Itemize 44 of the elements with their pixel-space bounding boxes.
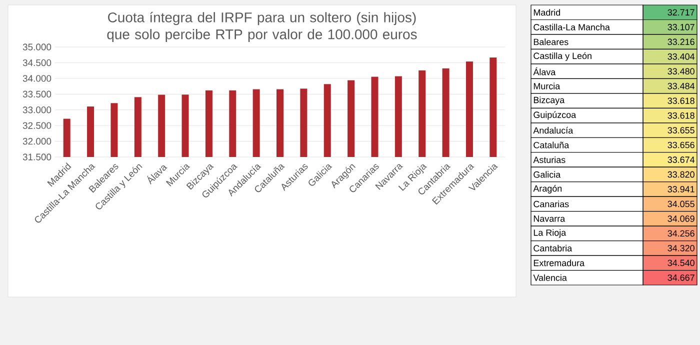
y-tick-label: La Rioja xyxy=(534,229,566,238)
y-tick-label: 31.500 xyxy=(22,154,52,160)
data-label: 34.069 xyxy=(668,216,694,222)
data-label: 33.655 xyxy=(668,127,694,134)
data-label: 33.941 xyxy=(668,186,694,192)
y-tick-label: Baleares xyxy=(534,38,568,46)
data-label: 34.055 xyxy=(668,200,694,208)
data-label: 33.820 xyxy=(668,171,694,178)
data-label: 33.656 xyxy=(668,142,694,148)
y-tick-label: 32.000 xyxy=(22,138,52,145)
y-tick-label: 33.500 xyxy=(22,90,52,98)
y-tick-label: Cataluña xyxy=(534,142,570,148)
data-label: 34.256 xyxy=(668,230,694,237)
y-tick-label: 33.000 xyxy=(22,106,52,114)
y-tick-label: Madrid xyxy=(534,9,560,16)
chart-title: Cuota íntegra del IRPF para un soltero (sin hijos) que solo percibe RTP por valor de 100.000 euros xyxy=(107,12,417,42)
y-tick-label: Álava xyxy=(533,67,556,76)
y-tick-label: Guipúzcoa xyxy=(534,111,576,120)
data-label: 33.618 xyxy=(668,112,694,119)
y-tick-label: Castilla-La Mancha xyxy=(534,24,610,30)
y-tick-label: Murcia xyxy=(534,82,560,90)
data-label: 33.618 xyxy=(668,98,694,104)
y-tick-label: Extremadura xyxy=(534,260,585,266)
data-label: 33.216 xyxy=(668,38,694,46)
y-tick-label: 34.000 xyxy=(22,75,52,82)
data-label: 33.674 xyxy=(668,156,695,163)
y-tick-label: Andalucía xyxy=(533,126,574,134)
y-tick-label: Castilla y León xyxy=(534,52,592,61)
data-label: 33.107 xyxy=(668,24,694,30)
data-label: 34.540 xyxy=(668,260,694,266)
data-label: 34.320 xyxy=(668,244,694,252)
y-tick-label: Valencia xyxy=(533,274,567,281)
data-label: 34.667 xyxy=(668,274,694,281)
y-tick-label: 34.500 xyxy=(22,59,52,66)
y-tick-label: Bizcaya xyxy=(534,96,565,105)
y-tick-label: Navarra xyxy=(534,216,566,222)
y-tick-label: Cantabria xyxy=(534,244,572,252)
data-label: 33.404 xyxy=(668,53,695,60)
data-label: 32.717 xyxy=(668,9,694,16)
data-label: 33.480 xyxy=(668,68,694,74)
y-tick-label: Asturias xyxy=(533,156,566,164)
y-tick-label: 35.000 xyxy=(22,44,52,50)
y-tick-label: 32.500 xyxy=(22,122,52,129)
data-label: 33.484 xyxy=(668,82,695,90)
